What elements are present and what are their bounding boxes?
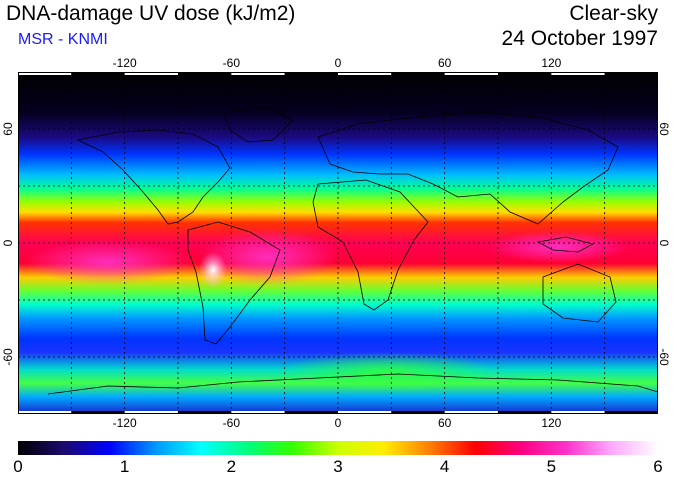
lon-tick-label-top: 120 [541, 56, 562, 70]
frame-tick-segment [551, 72, 605, 75]
pacific-high-dose-region [23, 240, 193, 284]
map-title: DNA-damage UV dose (kJ/m2) [6, 2, 296, 25]
frame-tick-segment [498, 72, 552, 75]
lon-tick-label-bottom: -120 [112, 416, 137, 430]
frame-tick-segment [391, 72, 445, 75]
lon-tick-label-bottom: 120 [541, 416, 562, 430]
frame-tick-segment [284, 411, 338, 414]
frame-tick-segment [71, 72, 125, 75]
australia-coastline [542, 263, 617, 323]
coastlines [47, 107, 658, 395]
africa-coastline [312, 179, 429, 311]
lat-tick-label-right: -60 [657, 348, 671, 366]
frame-tick-segment [551, 411, 605, 414]
frame-tick-segment [338, 72, 392, 75]
frame-tick-segment [124, 72, 178, 75]
color-scale-label: 4 [439, 457, 450, 476]
frame-tick-segment [444, 72, 498, 75]
frame-tick-segment [284, 72, 338, 75]
frame-tick-segment [178, 411, 232, 414]
indonesia-high-dose-region [488, 231, 628, 263]
frame-tick-segment [231, 411, 285, 414]
maritime-continent-coastline [536, 236, 595, 253]
frame-tick-segment [391, 411, 445, 414]
eurasia-coastline [317, 111, 619, 225]
color-scale-gradient [18, 441, 658, 455]
sky-condition-label: Clear-sky [569, 2, 658, 25]
lon-tick-label-top: 0 [334, 56, 342, 70]
frame-tick-segment [18, 72, 72, 75]
lat-tick-label-left: -60 [1, 348, 15, 366]
frame-tick-segment [444, 411, 498, 414]
greenland-coastline [222, 107, 294, 143]
antarctic-dose-region [278, 352, 498, 392]
lat-tick-label-left: 0 [1, 239, 15, 247]
lon-tick-label-bottom: 60 [437, 416, 452, 430]
frame-tick-segment [498, 411, 552, 414]
graticule [18, 72, 658, 414]
color-scale-label: 2 [226, 457, 237, 476]
color-scale-label: 0 [13, 457, 23, 476]
lon-tick-label-bottom: 0 [334, 416, 342, 430]
lon-tick-label-top: -60 [222, 56, 240, 70]
color-scale-label: 5 [546, 457, 557, 476]
color-scale-label: 1 [119, 457, 130, 476]
frame-tick-segment [338, 411, 392, 414]
frame-tick-segment [178, 72, 232, 75]
frame-tick-segment [71, 411, 125, 414]
south-america-coastline [187, 221, 281, 345]
frame-tick-segment [231, 72, 285, 75]
color-scale-label: 3 [333, 457, 343, 476]
antarctica-coastline [47, 373, 658, 395]
lon-tick-label-top: -120 [112, 56, 137, 70]
frame-tick-segment [604, 72, 658, 75]
map-frame [18, 72, 658, 414]
source-label: MSR - KNMI [18, 31, 108, 48]
lat-tick-label-right: 60 [657, 122, 671, 136]
map-ticks [18, 72, 658, 414]
frame-tick-segment [604, 411, 658, 414]
andes-peak-dose-region [199, 252, 227, 288]
uv-dose-world-map [18, 72, 658, 414]
frame-tick-segment [18, 411, 72, 414]
date-label: 24 October 1997 [501, 27, 658, 50]
lat-tick-label-left: 60 [1, 122, 15, 136]
color-scale-bar [18, 441, 658, 455]
north-america-coastline [76, 129, 231, 225]
color-scale-label: 6 [653, 457, 663, 476]
lon-tick-label-top: 60 [437, 56, 452, 70]
frame-tick-segment [124, 411, 178, 414]
lon-tick-label-bottom: -60 [222, 416, 240, 430]
lat-tick-label-right: 0 [657, 239, 671, 247]
